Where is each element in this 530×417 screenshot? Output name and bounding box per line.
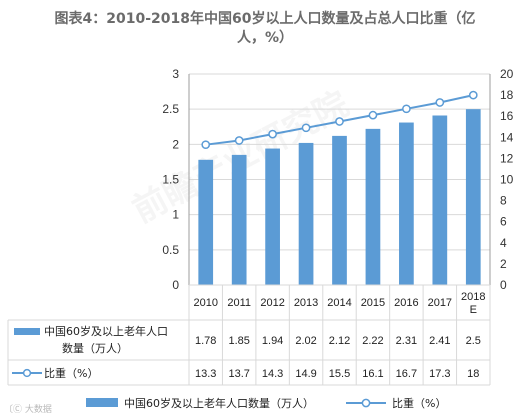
bar <box>231 154 247 285</box>
category-label: 2015 <box>361 297 385 309</box>
left-tick-label: 2.5 <box>162 102 179 116</box>
bar <box>399 122 414 285</box>
right-tick-label: 12 <box>500 151 514 165</box>
table-cell: 2.22 <box>362 335 383 347</box>
line-point <box>268 129 277 139</box>
table-cell: 2.12 <box>329 335 350 347</box>
table-cell: 1.94 <box>262 335 283 347</box>
table-cell: 14.9 <box>295 368 316 380</box>
right-tick-label: 0 <box>500 278 507 292</box>
category-label: E <box>470 304 477 316</box>
line-point <box>301 123 311 133</box>
right-tick-label: 16 <box>500 109 514 123</box>
row-label: 比重（%） <box>44 366 98 380</box>
chart-title-line-1: 图表4：2010-2018年中国60岁以上人口数量及占总人口比重（亿 <box>54 11 476 27</box>
row-key-bar <box>14 328 40 335</box>
left-tick-label: 1.5 <box>162 173 179 187</box>
left-tick-label: 0 <box>172 278 179 292</box>
right-axis-ticks: 0 2 4 6 8 10 12 14 16 18 20 <box>500 67 514 292</box>
right-tick-label: 4 <box>500 236 507 250</box>
table-cell: 1.85 <box>228 335 249 347</box>
line-point <box>468 90 478 100</box>
right-tick-label: 6 <box>500 215 507 229</box>
left-tick-label: 2 <box>172 137 179 151</box>
category-label: 2011 <box>227 297 251 309</box>
table-cell: 13.3 <box>195 368 216 380</box>
category-label: 2013 <box>294 297 318 309</box>
line-point <box>234 136 244 145</box>
bar <box>265 148 280 285</box>
category-label: 2017 <box>428 297 452 309</box>
line-point <box>201 140 211 150</box>
table-cell: 17.3 <box>429 368 450 380</box>
table-cell: 14.3 <box>262 368 283 380</box>
row-key-marker <box>22 368 32 378</box>
right-tick-label: 20 <box>500 67 514 81</box>
right-tick-label: 14 <box>500 130 514 144</box>
right-tick-label: 18 <box>500 88 514 102</box>
left-tick-label: 1 <box>172 208 179 222</box>
table-cell: 13.7 <box>228 368 249 380</box>
line-point <box>402 104 411 114</box>
right-tick-label: 2 <box>500 257 507 271</box>
table-cell: 18 <box>467 368 479 380</box>
right-tick-label: 10 <box>500 173 514 187</box>
bar <box>432 115 448 285</box>
table-cell: 16.1 <box>362 368 383 380</box>
chart-title: 图表4：2010-2018年中国60岁以上人口数量及占总人口比重（亿 人，%） <box>0 10 530 48</box>
left-tick-label: 0.5 <box>162 243 179 257</box>
category-label: 2016 <box>394 297 418 309</box>
right-tick-label: 8 <box>500 194 507 208</box>
table-cell: 2.02 <box>295 335 316 347</box>
legend-line-label: 比重（%） <box>392 396 446 410</box>
bar <box>365 128 381 285</box>
bar <box>298 142 314 285</box>
legend-bar-label: 中国60岁及以上老年人口数量（万人） <box>124 396 314 410</box>
line-point <box>435 98 445 107</box>
bar <box>198 159 214 285</box>
row-label: 数量（万人） <box>62 342 128 355</box>
left-tick-label: 3 <box>172 67 179 81</box>
table-cell: 16.7 <box>396 368 417 380</box>
table-cell: 15.5 <box>329 368 350 380</box>
footer-source: 〔Ⓒ 大数据 <box>4 405 52 415</box>
category-label: 2010 <box>193 297 217 309</box>
legend: 中国60岁及以上老年人口数量（万人） 比重（%） <box>86 396 446 410</box>
line-point <box>335 117 344 126</box>
table-cell: 2.5 <box>466 335 481 347</box>
bar-series <box>198 109 481 286</box>
table-cell: 2.41 <box>429 335 450 347</box>
left-axis-ticks: 0 0.5 1 1.5 2 2.5 3 <box>162 67 179 292</box>
table-cell: 1.78 <box>195 335 216 347</box>
legend-bar-swatch <box>86 398 118 407</box>
table-cell: 2.31 <box>396 335 417 347</box>
category-label: 2012 <box>260 297 284 309</box>
chart-title-line-2: 人，%） <box>236 30 294 46</box>
line-point <box>368 110 378 120</box>
bar <box>332 135 347 285</box>
row-label: 中国60岁及以上老年人口 <box>44 324 168 338</box>
category-label: 2018 <box>461 291 485 303</box>
bar <box>465 109 481 286</box>
line-series <box>201 90 478 150</box>
legend-line-marker <box>361 398 371 408</box>
category-label: 2014 <box>327 297 351 309</box>
